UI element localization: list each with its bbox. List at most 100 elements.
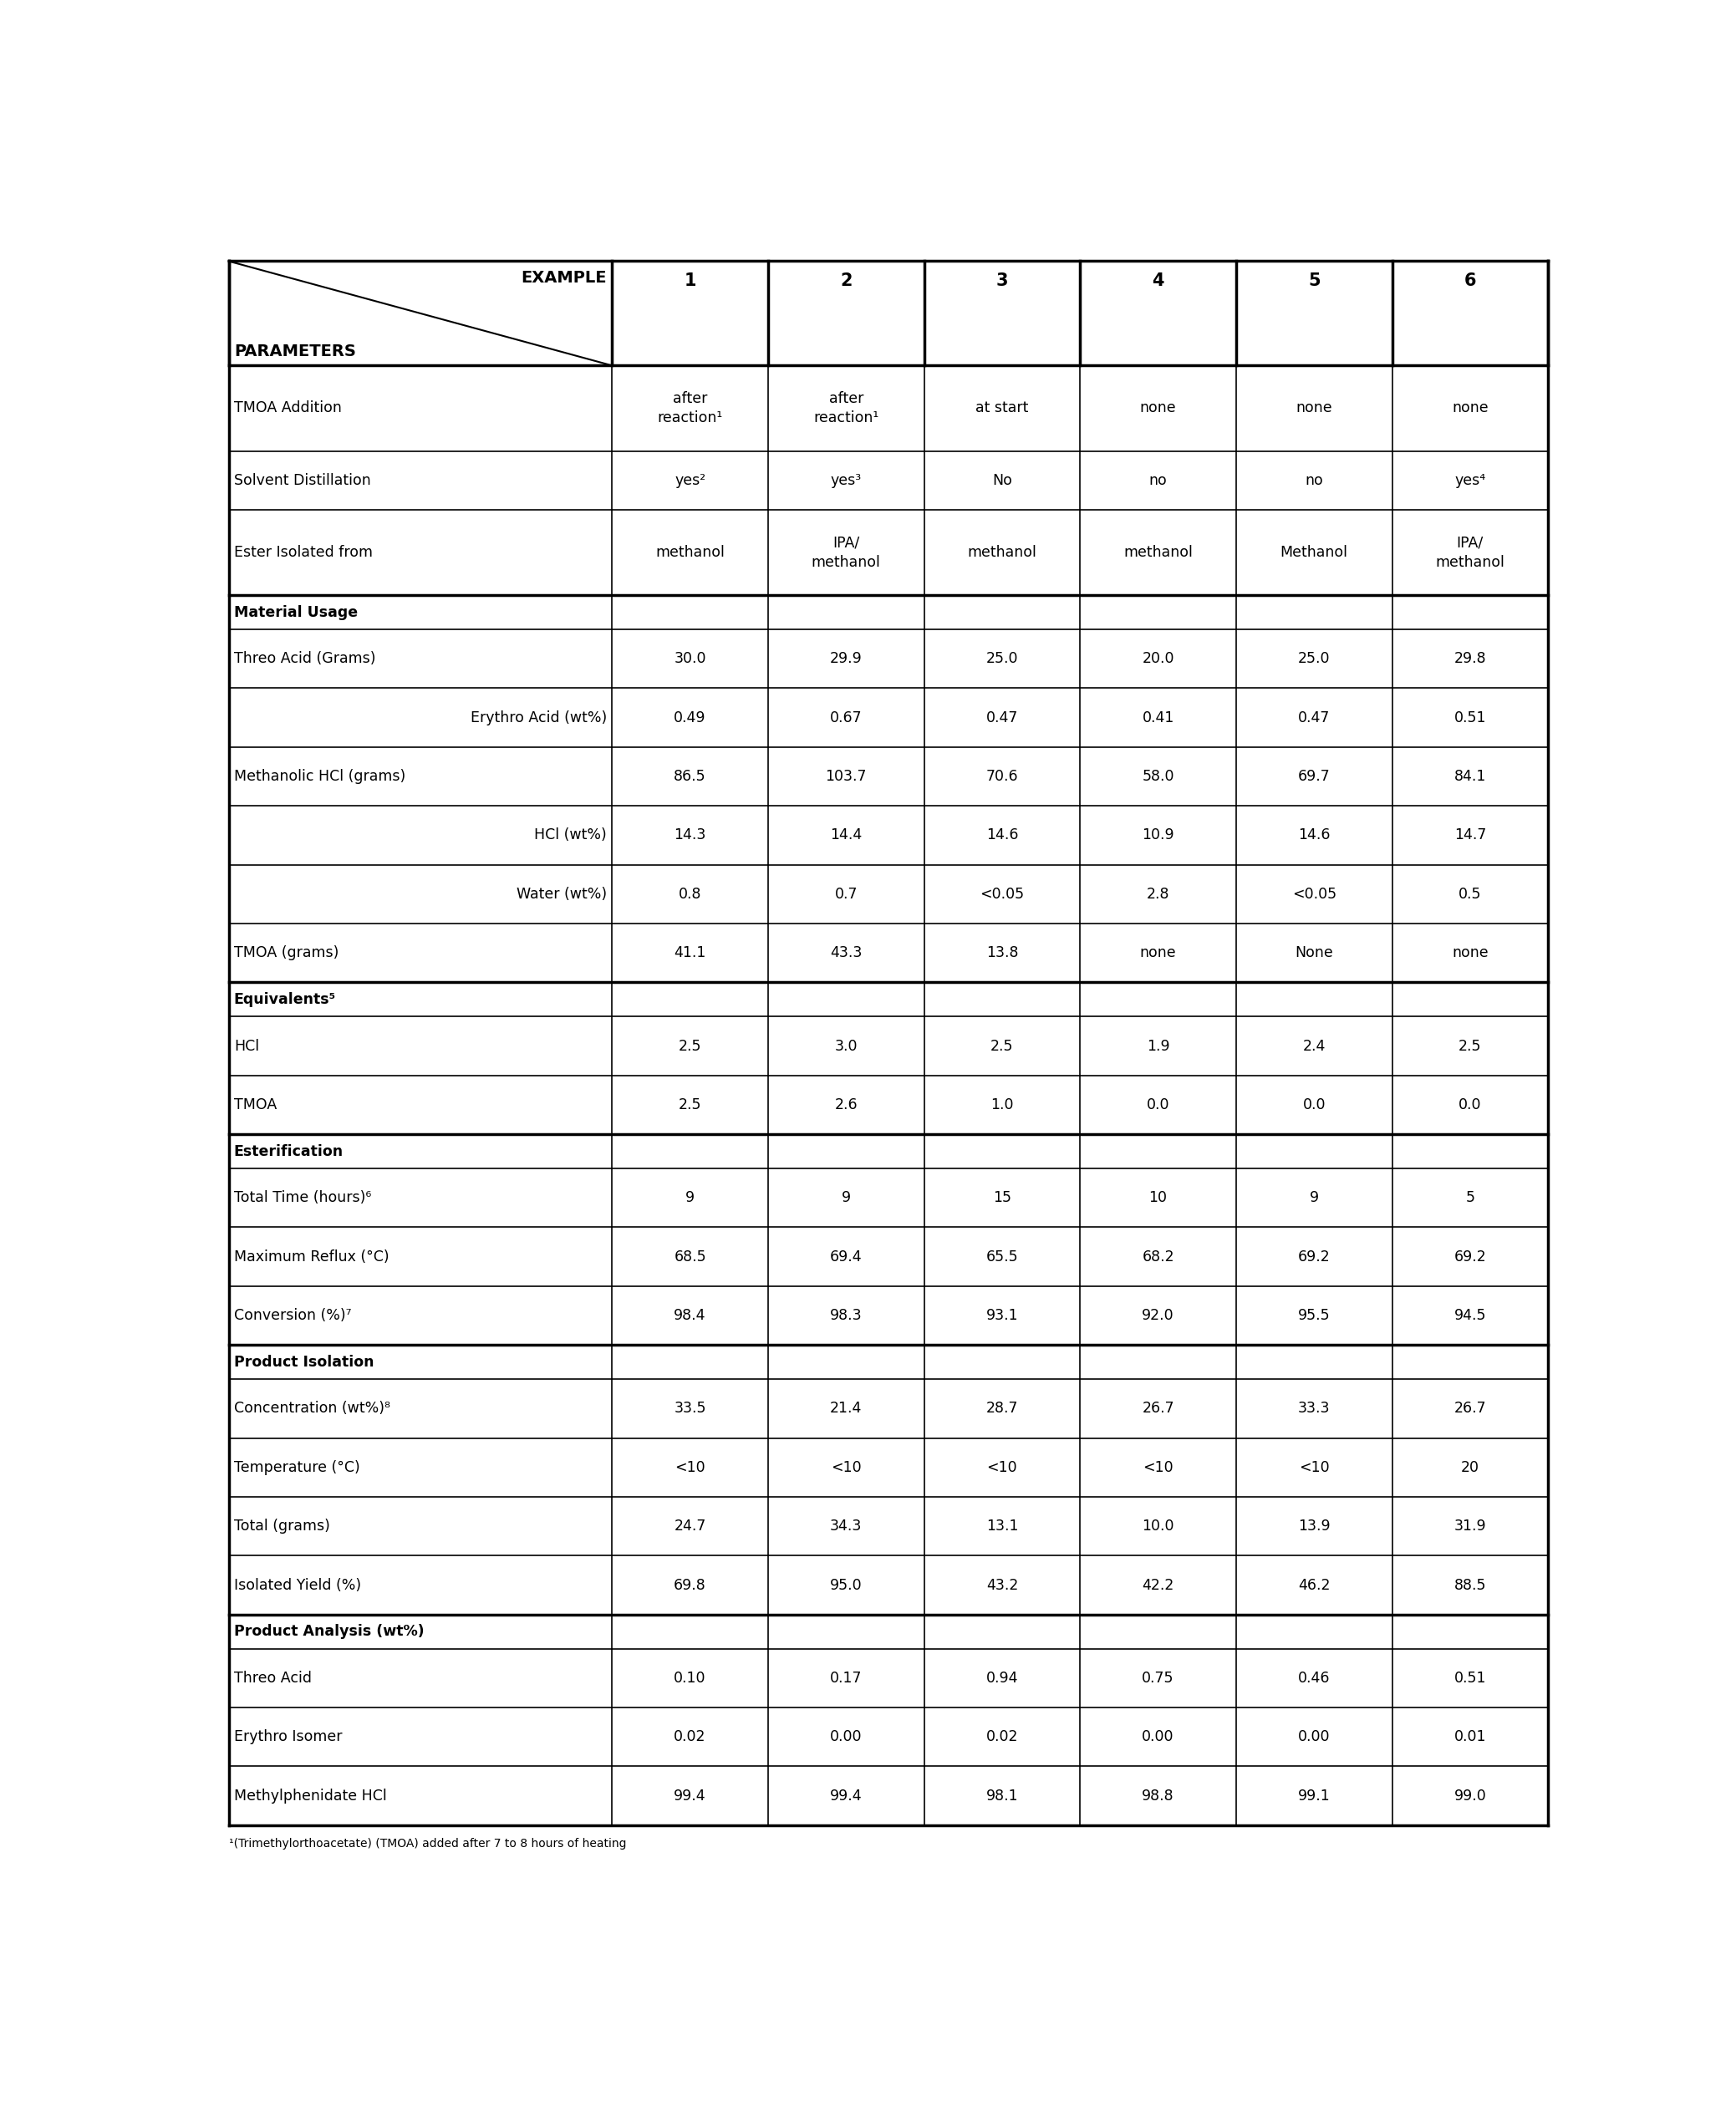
Text: Erythro Isomer: Erythro Isomer bbox=[234, 1730, 342, 1745]
Text: 0.67: 0.67 bbox=[830, 710, 863, 724]
Text: 0.8: 0.8 bbox=[679, 887, 701, 902]
Text: 92.0: 92.0 bbox=[1142, 1307, 1174, 1322]
Text: 0.49: 0.49 bbox=[674, 710, 707, 724]
Text: 0.51: 0.51 bbox=[1455, 1671, 1486, 1685]
Text: Threo Acid: Threo Acid bbox=[234, 1671, 311, 1685]
Text: 99.1: 99.1 bbox=[1299, 1789, 1330, 1804]
Text: <10: <10 bbox=[1299, 1459, 1330, 1474]
Text: 93.1: 93.1 bbox=[986, 1307, 1019, 1322]
Text: 21.4: 21.4 bbox=[830, 1400, 863, 1415]
Text: 13.9: 13.9 bbox=[1299, 1519, 1330, 1533]
Text: 4: 4 bbox=[1153, 272, 1165, 289]
Text: Solvent Distillation: Solvent Distillation bbox=[234, 473, 372, 488]
Text: 41.1: 41.1 bbox=[674, 946, 707, 961]
Text: Ester Isolated from: Ester Isolated from bbox=[234, 545, 373, 560]
Text: 13.1: 13.1 bbox=[986, 1519, 1019, 1533]
Text: none: none bbox=[1451, 946, 1488, 961]
Text: 14.3: 14.3 bbox=[674, 828, 707, 843]
Text: 0.5: 0.5 bbox=[1458, 887, 1481, 902]
Text: 5: 5 bbox=[1465, 1191, 1474, 1206]
Text: 95.5: 95.5 bbox=[1299, 1307, 1330, 1322]
Text: <0.05: <0.05 bbox=[1292, 887, 1337, 902]
Text: 0.94: 0.94 bbox=[986, 1671, 1019, 1685]
Text: 0.75: 0.75 bbox=[1142, 1671, 1174, 1685]
Text: 26.7: 26.7 bbox=[1455, 1400, 1486, 1415]
Text: 68.2: 68.2 bbox=[1142, 1248, 1174, 1265]
Text: 65.5: 65.5 bbox=[986, 1248, 1019, 1265]
Text: 103.7: 103.7 bbox=[825, 769, 866, 784]
Text: 2.5: 2.5 bbox=[1458, 1039, 1481, 1054]
Text: No: No bbox=[991, 473, 1012, 488]
Text: 98.4: 98.4 bbox=[674, 1307, 707, 1322]
Text: 46.2: 46.2 bbox=[1299, 1578, 1330, 1592]
Text: 1: 1 bbox=[684, 272, 696, 289]
Text: 69.2: 69.2 bbox=[1299, 1248, 1330, 1265]
Text: 0.47: 0.47 bbox=[1299, 710, 1330, 724]
Text: no: no bbox=[1149, 473, 1167, 488]
Text: 70.6: 70.6 bbox=[986, 769, 1019, 784]
Text: 25.0: 25.0 bbox=[986, 650, 1019, 665]
Text: 0.0: 0.0 bbox=[1302, 1098, 1326, 1113]
Text: IPA/
methanol: IPA/ methanol bbox=[811, 536, 880, 570]
Text: 43.2: 43.2 bbox=[986, 1578, 1017, 1592]
Text: 3.0: 3.0 bbox=[835, 1039, 858, 1054]
Text: 0.41: 0.41 bbox=[1142, 710, 1174, 724]
Text: 0.17: 0.17 bbox=[830, 1671, 863, 1685]
Text: Material Usage: Material Usage bbox=[234, 604, 358, 619]
Text: 2.8: 2.8 bbox=[1146, 887, 1170, 902]
Text: yes²: yes² bbox=[675, 473, 705, 488]
Text: Erythro Acid (wt%): Erythro Acid (wt%) bbox=[470, 710, 608, 724]
Text: <10: <10 bbox=[832, 1459, 861, 1474]
Text: 99.4: 99.4 bbox=[674, 1789, 707, 1804]
Text: Concentration (wt%)⁸: Concentration (wt%)⁸ bbox=[234, 1400, 391, 1415]
Text: 0.02: 0.02 bbox=[986, 1730, 1019, 1745]
Text: 34.3: 34.3 bbox=[830, 1519, 863, 1533]
Text: 13.8: 13.8 bbox=[986, 946, 1019, 961]
Text: 43.3: 43.3 bbox=[830, 946, 863, 961]
Text: none: none bbox=[1295, 401, 1332, 416]
Text: after
reaction¹: after reaction¹ bbox=[658, 391, 722, 425]
Text: IPA/
methanol: IPA/ methanol bbox=[1436, 536, 1505, 570]
Text: ¹(Trimethylorthoacetate) (TMOA) added after 7 to 8 hours of heating: ¹(Trimethylorthoacetate) (TMOA) added af… bbox=[229, 1837, 627, 1850]
Text: no: no bbox=[1305, 473, 1323, 488]
Text: <10: <10 bbox=[675, 1459, 705, 1474]
Text: methanol: methanol bbox=[1123, 545, 1193, 560]
Text: 2.5: 2.5 bbox=[679, 1039, 701, 1054]
Text: TMOA Addition: TMOA Addition bbox=[234, 401, 342, 416]
Text: 14.6: 14.6 bbox=[1299, 828, 1330, 843]
Text: Temperature (°C): Temperature (°C) bbox=[234, 1459, 359, 1474]
Text: 28.7: 28.7 bbox=[986, 1400, 1019, 1415]
Text: yes⁴: yes⁴ bbox=[1455, 473, 1486, 488]
Text: 2.4: 2.4 bbox=[1302, 1039, 1326, 1054]
Text: 9: 9 bbox=[1309, 1191, 1319, 1206]
Text: 1.9: 1.9 bbox=[1146, 1039, 1170, 1054]
Text: 1.0: 1.0 bbox=[991, 1098, 1014, 1113]
Text: 42.2: 42.2 bbox=[1142, 1578, 1174, 1592]
Text: 10.0: 10.0 bbox=[1142, 1519, 1174, 1533]
Text: 33.5: 33.5 bbox=[674, 1400, 707, 1415]
Text: 33.3: 33.3 bbox=[1299, 1400, 1330, 1415]
Text: 3: 3 bbox=[996, 272, 1009, 289]
Text: 84.1: 84.1 bbox=[1455, 769, 1486, 784]
Text: Total (grams): Total (grams) bbox=[234, 1519, 330, 1533]
Text: 98.3: 98.3 bbox=[830, 1307, 863, 1322]
Text: 58.0: 58.0 bbox=[1142, 769, 1174, 784]
Text: 69.7: 69.7 bbox=[1299, 769, 1330, 784]
Text: 31.9: 31.9 bbox=[1455, 1519, 1486, 1533]
Text: none: none bbox=[1141, 401, 1177, 416]
Text: 99.0: 99.0 bbox=[1453, 1789, 1486, 1804]
Text: 0.00: 0.00 bbox=[1142, 1730, 1174, 1745]
Text: 98.8: 98.8 bbox=[1142, 1789, 1174, 1804]
Text: <0.05: <0.05 bbox=[979, 887, 1024, 902]
Text: EXAMPLE: EXAMPLE bbox=[521, 270, 608, 285]
Text: 2.6: 2.6 bbox=[835, 1098, 858, 1113]
Text: 14.6: 14.6 bbox=[986, 828, 1019, 843]
Text: <10: <10 bbox=[986, 1459, 1017, 1474]
Text: None: None bbox=[1295, 946, 1333, 961]
Text: 2.5: 2.5 bbox=[679, 1098, 701, 1113]
Text: 30.0: 30.0 bbox=[674, 650, 707, 665]
Text: 69.4: 69.4 bbox=[830, 1248, 863, 1265]
Text: Total Time (hours)⁶: Total Time (hours)⁶ bbox=[234, 1191, 372, 1206]
Text: Esterification: Esterification bbox=[234, 1145, 344, 1159]
Text: 14.7: 14.7 bbox=[1455, 828, 1486, 843]
